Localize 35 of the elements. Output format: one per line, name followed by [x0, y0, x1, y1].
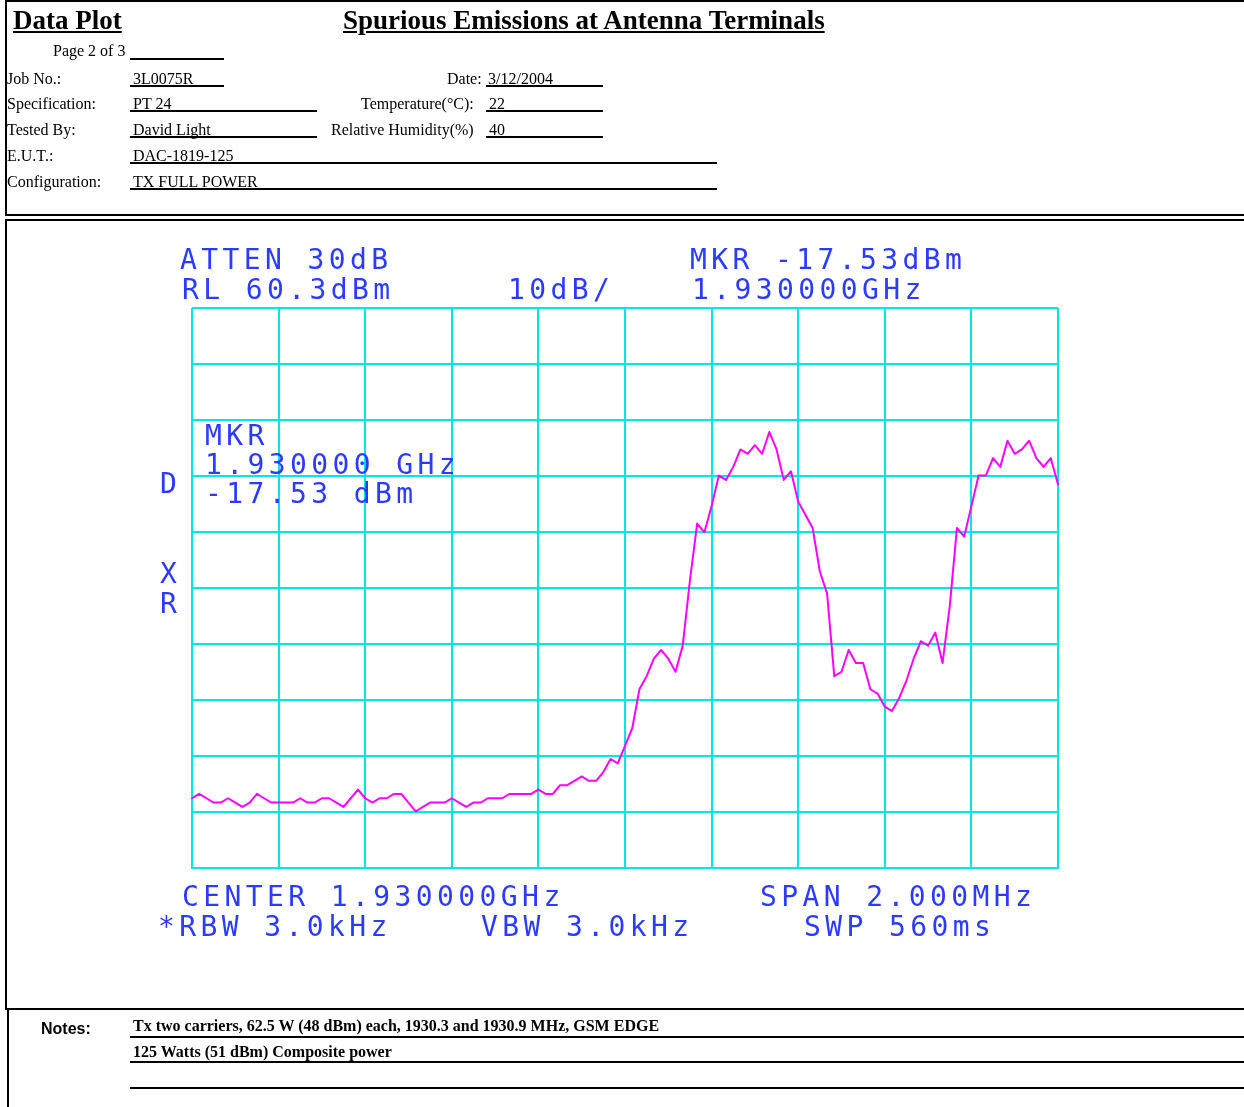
- text: TX FULL POWER: [133, 173, 258, 190]
- text: 40: [489, 121, 505, 138]
- text: ATTEN 30dB: [180, 243, 393, 276]
- text: D: [160, 467, 182, 500]
- text: CENTER 1.930000GHz: [182, 880, 565, 913]
- text: Job No.:: [7, 70, 62, 87]
- text: Relative Humidity(%): [331, 121, 474, 138]
- text: VBW 3.0kHz: [481, 910, 694, 943]
- text: David Light: [133, 121, 211, 138]
- text: Data Plot: [13, 5, 122, 35]
- text: 125 Watts (51 dBm) Composite power: [133, 1043, 392, 1060]
- text: SWP 560ms: [804, 910, 996, 943]
- text: Notes:: [41, 1020, 91, 1037]
- text: RL 60.3dBm: [182, 273, 395, 306]
- text: MKR -17.53dBm: [690, 243, 967, 276]
- text: *RBW 3.0kHz: [158, 910, 392, 943]
- text: Configuration:: [7, 173, 102, 190]
- text: Specification:: [7, 95, 96, 112]
- text: Tested By:: [7, 121, 76, 138]
- text: Date:: [447, 70, 482, 87]
- text: Tx two carriers, 62.5 W (48 dBm) each, 1930.3 and 1930.9 MHz, GSM EDGE: [133, 1017, 660, 1034]
- text: X: [160, 557, 182, 590]
- text: 3/12/2004: [488, 70, 553, 87]
- text: E.U.T.:: [7, 147, 54, 164]
- text: Page 2 of 3: [53, 42, 126, 59]
- text: SPAN 2.000MHz: [760, 880, 1037, 913]
- text: 3L0075R: [133, 70, 194, 87]
- text: R: [160, 587, 182, 620]
- text: DAC-1819-125: [133, 147, 234, 164]
- chart-title: Spurious Emissions at Antenna Terminals: [343, 5, 825, 35]
- text: 1.930000GHz: [692, 273, 926, 306]
- text: 10dB/: [508, 273, 615, 306]
- text: PT 24: [133, 95, 172, 112]
- text: 22: [489, 95, 505, 112]
- text: Temperature(°C):: [361, 95, 474, 112]
